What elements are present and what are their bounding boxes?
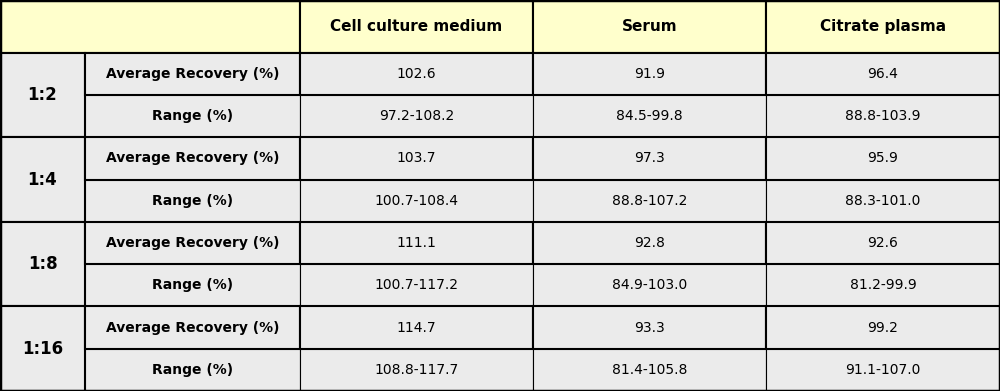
- Bar: [766, 95, 1000, 137]
- Bar: [0, 307, 85, 391]
- Bar: [533, 137, 766, 179]
- Text: 1:4: 1:4: [28, 170, 57, 188]
- Bar: [300, 95, 533, 137]
- Bar: [766, 222, 1000, 264]
- Bar: [85, 349, 300, 391]
- Text: 96.4: 96.4: [868, 67, 898, 81]
- Text: 88.8-103.9: 88.8-103.9: [845, 109, 921, 123]
- Bar: [85, 264, 300, 307]
- Bar: [766, 307, 1000, 349]
- Bar: [766, 264, 1000, 307]
- Text: 91.9: 91.9: [634, 67, 665, 81]
- Bar: [0, 0, 300, 53]
- Bar: [533, 264, 766, 307]
- Text: 111.1: 111.1: [397, 236, 436, 250]
- Bar: [85, 222, 300, 264]
- Text: Average Recovery (%): Average Recovery (%): [106, 236, 279, 250]
- Bar: [85, 137, 300, 179]
- Text: Average Recovery (%): Average Recovery (%): [106, 151, 279, 165]
- Text: 1:2: 1:2: [28, 86, 57, 104]
- Bar: [300, 222, 533, 264]
- Text: 102.6: 102.6: [397, 67, 436, 81]
- Text: 92.8: 92.8: [634, 236, 665, 250]
- Bar: [533, 307, 766, 349]
- Bar: [300, 307, 533, 349]
- Text: 81.2-99.9: 81.2-99.9: [850, 278, 916, 292]
- Bar: [85, 179, 300, 222]
- Bar: [300, 179, 533, 222]
- Text: 88.8-107.2: 88.8-107.2: [612, 194, 687, 208]
- Text: 91.1-107.0: 91.1-107.0: [845, 363, 921, 377]
- Bar: [766, 53, 1000, 95]
- Text: 97.3: 97.3: [634, 151, 665, 165]
- Bar: [85, 95, 300, 137]
- Text: 97.2-108.2: 97.2-108.2: [379, 109, 454, 123]
- Text: Cell culture medium: Cell culture medium: [330, 19, 503, 34]
- Text: 100.7-108.4: 100.7-108.4: [374, 194, 458, 208]
- Text: 1:8: 1:8: [28, 255, 57, 273]
- Text: Citrate plasma: Citrate plasma: [820, 19, 946, 34]
- Bar: [533, 95, 766, 137]
- Bar: [85, 53, 300, 95]
- Text: Serum: Serum: [622, 19, 677, 34]
- Bar: [533, 53, 766, 95]
- Text: 108.8-117.7: 108.8-117.7: [374, 363, 459, 377]
- Bar: [533, 179, 766, 222]
- Text: 84.5-99.8: 84.5-99.8: [616, 109, 683, 123]
- Text: 93.3: 93.3: [634, 321, 665, 335]
- Bar: [300, 137, 533, 179]
- Bar: [300, 0, 533, 53]
- Text: Range (%): Range (%): [152, 278, 233, 292]
- Text: 1:16: 1:16: [22, 340, 63, 358]
- Text: Range (%): Range (%): [152, 363, 233, 377]
- Text: 103.7: 103.7: [397, 151, 436, 165]
- Bar: [300, 53, 533, 95]
- Bar: [533, 349, 766, 391]
- Bar: [766, 0, 1000, 53]
- Bar: [766, 179, 1000, 222]
- Text: 92.6: 92.6: [868, 236, 898, 250]
- Bar: [0, 137, 85, 222]
- Text: Average Recovery (%): Average Recovery (%): [106, 67, 279, 81]
- Text: 100.7-117.2: 100.7-117.2: [374, 278, 458, 292]
- Text: Average Recovery (%): Average Recovery (%): [106, 321, 279, 335]
- Bar: [533, 0, 766, 53]
- Text: 114.7: 114.7: [397, 321, 436, 335]
- Text: Range (%): Range (%): [152, 194, 233, 208]
- Bar: [766, 137, 1000, 179]
- Bar: [766, 349, 1000, 391]
- Bar: [85, 307, 300, 349]
- Text: 95.9: 95.9: [868, 151, 898, 165]
- Text: 84.9-103.0: 84.9-103.0: [612, 278, 687, 292]
- Text: 81.4-105.8: 81.4-105.8: [612, 363, 687, 377]
- Bar: [533, 222, 766, 264]
- Text: 88.3-101.0: 88.3-101.0: [845, 194, 921, 208]
- Bar: [0, 222, 85, 307]
- Text: 99.2: 99.2: [868, 321, 898, 335]
- Bar: [0, 53, 85, 137]
- Text: Range (%): Range (%): [152, 109, 233, 123]
- Bar: [300, 349, 533, 391]
- Bar: [300, 264, 533, 307]
